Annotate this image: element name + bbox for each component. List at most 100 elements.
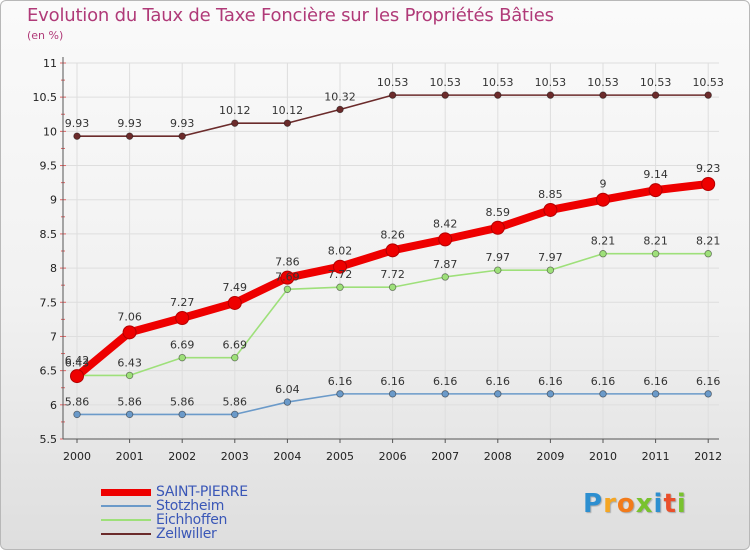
series-layer — [70, 91, 716, 419]
legend-label-eichhoffen: Eichhoffen — [156, 512, 228, 528]
data-label-eichhoffen: 8.21 — [643, 235, 668, 248]
legend-item-saint-pierre: SAINT-PIERRE — [101, 484, 321, 500]
data-point-saint-pierre — [701, 177, 716, 192]
data-label-eichhoffen: 6.69 — [223, 339, 248, 352]
y-tick-label: 9.5 — [40, 160, 58, 173]
data-point-eichhoffen — [178, 353, 186, 362]
data-point-eichhoffen — [704, 250, 712, 258]
data-label-saint-pierre: 7.06 — [117, 310, 142, 323]
data-point-stotzheim — [283, 398, 292, 406]
y-tick-label: 9 — [50, 194, 57, 207]
logo-letter: o — [616, 489, 636, 519]
legend-label-saint-pierre: SAINT-PIERRE — [156, 484, 248, 500]
legend-label-zellwiller: Zellwiller — [156, 526, 217, 542]
data-label-zellwiller: 10.53 — [377, 76, 409, 89]
data-point-eichhoffen — [388, 283, 397, 291]
data-point-stotzheim — [336, 390, 344, 398]
data-label-zellwiller: 10.53 — [429, 76, 461, 89]
logo-letter: r — [603, 489, 617, 519]
data-label-zellwiller: 10.53 — [535, 76, 567, 89]
x-tick-label: 2012 — [694, 450, 722, 463]
logo-letter: i — [653, 489, 664, 519]
y-tick-label: 10 — [43, 125, 57, 138]
y-tick-label: 10.5 — [33, 91, 58, 104]
data-label-eichhoffen: 7.72 — [328, 268, 353, 281]
data-point-eichhoffen — [441, 273, 449, 281]
data-label-zellwiller: 10.12 — [219, 104, 251, 117]
data-point-stotzheim — [599, 390, 607, 398]
x-tick-label: 2002 — [168, 450, 196, 463]
legend-swatch-saint-pierre — [101, 489, 151, 496]
y-tick-label: 7 — [50, 330, 57, 343]
data-point-saint-pierre — [438, 232, 453, 247]
data-label-stotzheim: 6.16 — [643, 375, 668, 388]
logo-letter: P — [583, 489, 604, 519]
chart-subtitle: (en %) — [27, 29, 64, 42]
x-tick-label: 2009 — [536, 450, 564, 463]
data-label-stotzheim: 5.86 — [170, 395, 195, 408]
data-label-eichhoffen: 7.87 — [433, 258, 458, 271]
data-point-stotzheim — [546, 390, 555, 398]
data-label-zellwiller: 10.32 — [324, 90, 356, 103]
x-tick-label: 2010 — [589, 450, 617, 463]
data-point-zellwiller — [704, 91, 712, 99]
data-point-zellwiller — [73, 132, 81, 140]
data-point-zellwiller — [336, 105, 344, 114]
data-point-saint-pierre — [122, 325, 137, 340]
legend-item-stotzheim: Stotzheim — [101, 498, 321, 514]
data-label-eichhoffen: 7.97 — [486, 251, 511, 264]
data-point-zellwiller — [546, 91, 555, 99]
chart-title: Evolution du Taux de Taxe Foncière sur l… — [27, 5, 554, 26]
data-point-eichhoffen — [231, 353, 239, 362]
x-tick-label: 2005 — [326, 450, 354, 463]
proxiti-logo: Proxiti — [583, 489, 687, 519]
logo-letter: x — [635, 489, 654, 519]
data-label-stotzheim: 6.16 — [538, 375, 563, 388]
data-label-stotzheim: 6.16 — [486, 375, 511, 388]
data-label-stotzheim: 5.86 — [117, 395, 142, 408]
logo-letter: t — [663, 489, 677, 519]
data-point-saint-pierre — [543, 202, 558, 217]
data-point-zellwiller — [283, 119, 292, 127]
x-tick-label: 2004 — [273, 450, 301, 463]
data-point-saint-pierre — [280, 270, 295, 285]
data-point-eichhoffen — [599, 250, 607, 258]
data-point-saint-pierre — [227, 295, 242, 310]
data-label-stotzheim: 6.16 — [328, 375, 353, 388]
y-tick-label: 8.5 — [40, 228, 58, 241]
x-tick-label: 2008 — [484, 450, 512, 463]
x-tick-label: 2007 — [431, 450, 459, 463]
data-label-zellwiller: 10.53 — [482, 76, 514, 89]
data-point-saint-pierre — [596, 192, 610, 207]
y-tick-label: 6.5 — [40, 365, 58, 378]
data-label-eichhoffen: 6.43 — [65, 356, 90, 369]
data-label-saint-pierre: 7.27 — [170, 296, 195, 309]
y-tick-label: 8 — [50, 262, 57, 275]
data-label-stotzheim: 5.86 — [65, 395, 90, 408]
y-tick-label: 6 — [50, 399, 57, 412]
data-label-saint-pierre: 9.23 — [696, 162, 721, 175]
data-point-saint-pierre — [175, 310, 190, 325]
data-label-saint-pierre: 8.26 — [380, 228, 405, 241]
data-label-saint-pierre: 9 — [600, 178, 607, 191]
data-point-stotzheim — [441, 390, 449, 398]
data-label-stotzheim: 6.04 — [275, 383, 300, 396]
data-point-saint-pierre — [385, 243, 400, 258]
data-label-saint-pierre: 6.42 — [65, 354, 90, 367]
data-point-stotzheim — [494, 390, 502, 398]
data-point-eichhoffen — [283, 285, 292, 293]
data-label-eichhoffen: 6.43 — [117, 356, 142, 369]
data-point-zellwiller — [651, 91, 660, 99]
data-point-eichhoffen — [546, 266, 555, 274]
data-label-eichhoffen: 6.69 — [170, 339, 195, 352]
chart-legend: SAINT-PIERRE Stotzheim Eichhoffen Zellwi… — [101, 484, 321, 542]
data-point-eichhoffen — [336, 283, 344, 291]
data-label-saint-pierre: 8.85 — [538, 188, 563, 201]
x-tick-label: 2000 — [63, 450, 91, 463]
data-label-zellwiller: 10.12 — [272, 104, 304, 117]
data-label-saint-pierre: 9.14 — [643, 168, 668, 181]
data-label-stotzheim: 6.16 — [591, 375, 616, 388]
data-point-saint-pierre — [333, 259, 347, 274]
